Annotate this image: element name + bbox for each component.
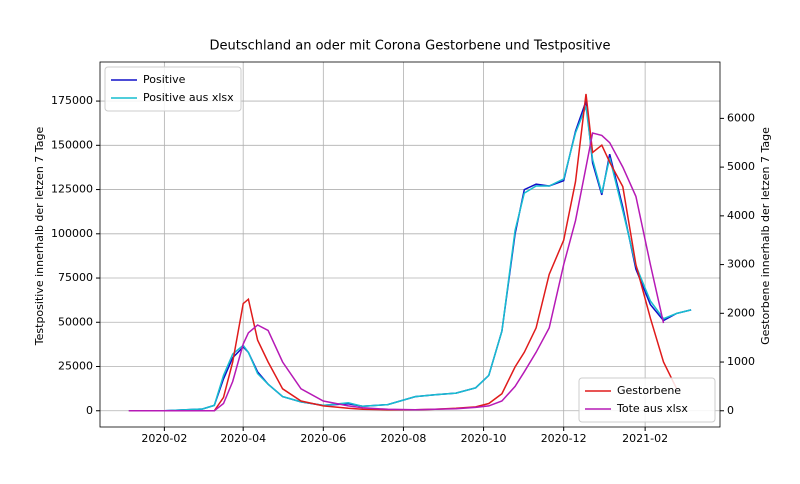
y2-tick-label: 4000 bbox=[727, 209, 755, 222]
y-tick-label: 75000 bbox=[58, 271, 93, 284]
series-line bbox=[128, 93, 678, 412]
series-line bbox=[128, 132, 665, 412]
legend-label: Positive aus xlsx bbox=[143, 91, 234, 104]
y2-tick-label: 6000 bbox=[727, 111, 755, 124]
legend-box bbox=[578, 377, 716, 423]
y-tick-label: 0 bbox=[86, 404, 93, 417]
y2-tick-label: 1000 bbox=[727, 355, 755, 368]
x-tick-label: 2020-02 bbox=[141, 432, 187, 445]
y-tick-label: 50000 bbox=[58, 315, 93, 328]
y-tick-label: 100000 bbox=[51, 227, 93, 240]
y2-tick-label: 3000 bbox=[727, 258, 755, 271]
x-tick-label: 2020-08 bbox=[380, 432, 426, 445]
legend-box bbox=[104, 66, 242, 112]
y2-axis-label: Gestorbene innerhalb der letzen 7 Tage bbox=[759, 127, 772, 345]
x-tick-label: 2020-06 bbox=[300, 432, 346, 445]
chart-title: Deutschland an oder mit Corona Gestorben… bbox=[210, 39, 611, 54]
y2-tick-label: 5000 bbox=[727, 160, 755, 173]
y-axis-label: Testpositive innerhalb der letzen 7 Tage bbox=[33, 127, 46, 347]
y-tick-label: 175000 bbox=[51, 94, 93, 107]
x-tick-label: 2021-02 bbox=[622, 432, 668, 445]
plot-frame bbox=[99, 61, 721, 428]
series-line bbox=[128, 100, 692, 412]
legend-label: Tote aus xlsx bbox=[616, 402, 688, 415]
legend-label: Gestorbene bbox=[617, 384, 681, 397]
y2-tick-label: 2000 bbox=[727, 306, 755, 319]
y-tick-label: 125000 bbox=[51, 183, 93, 196]
x-tick-label: 2020-10 bbox=[461, 432, 507, 445]
y-tick-label: 150000 bbox=[51, 138, 93, 151]
x-tick-label: 2020-04 bbox=[220, 432, 266, 445]
legend-label: Positive bbox=[143, 73, 186, 86]
y2-tick-label: 0 bbox=[727, 404, 734, 417]
y-tick-label: 25000 bbox=[58, 360, 93, 373]
series-line bbox=[128, 106, 692, 412]
x-tick-label: 2020-12 bbox=[541, 432, 587, 445]
